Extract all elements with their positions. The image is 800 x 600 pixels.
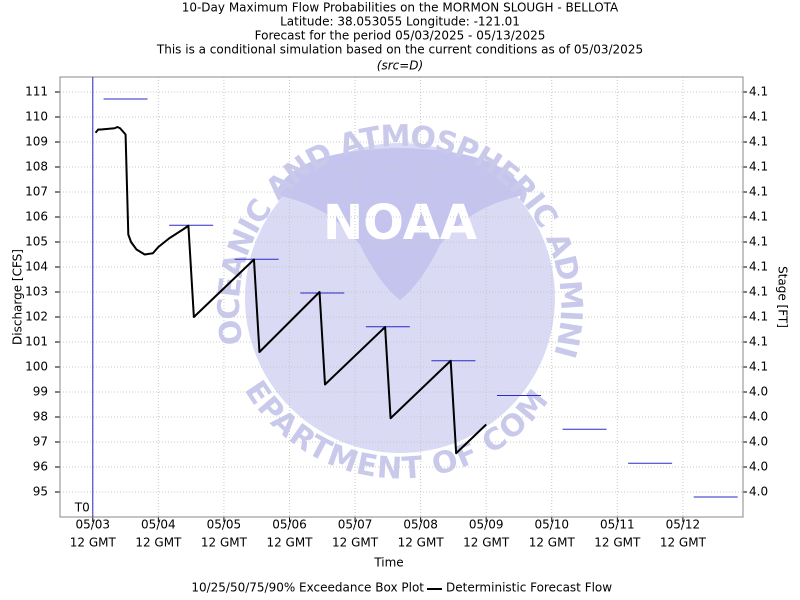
x-tick-label: 05/07 [338,518,373,532]
y-tick-label: 102 [25,310,48,324]
y-tick-label: 96 [33,460,48,474]
y-tick-label: 98 [33,410,48,424]
y-tick-label: 103 [25,285,48,299]
logo-bird [275,148,525,300]
y-axis-title: Discharge [CFS] [11,249,25,345]
y2-tick-label: 4.0 [749,385,768,399]
x-tick-label: 12 GMT [135,536,182,550]
plot-area [60,77,743,517]
x-tick-label: 12 GMT [332,536,379,550]
y-tick-label: 107 [25,185,48,199]
y2-tick-label: 4.0 [749,485,768,499]
y2-tick-label: 4.1 [749,185,768,199]
chart-subtitle: This is a conditional simulation based o… [156,43,643,57]
chart-subtitle: Latitude: 38.053055 Longitude: -121.01 [280,15,520,29]
y-tick-label: 101 [25,335,48,349]
y-tick-label: 104 [25,260,48,274]
y-tick-label: 108 [25,160,48,174]
x-tick-label: 12 GMT [529,536,576,550]
y-tick-label: 99 [33,385,48,399]
y2-axis-title: Stage [FT] [776,266,790,328]
x-tick-label: 05/03 [75,518,110,532]
x-axis-title: Time [373,556,403,570]
y2-tick-label: 4.0 [749,435,768,449]
y2-tick-label: 4.1 [749,160,768,174]
y-tick-label: 111 [25,85,48,99]
y2-tick-label: 4.1 [749,360,768,374]
watermark: NOAA NATIONAL OCEANIC AND ATMOSPHERIC AD… [60,77,589,486]
x-tick-label: 12 GMT [398,536,445,550]
y2-tick-label: 4.0 [749,410,768,424]
y2-tick-label: 4.1 [749,210,768,224]
x-tick-label: 12 GMT [463,536,510,550]
y-tick-label: 109 [25,135,48,149]
y-tick-label: 110 [25,110,48,124]
x-tick-label: 05/04 [141,518,176,532]
forecast-line [94,126,487,455]
plot-frame [59,76,744,518]
x-tick-label: 05/11 [600,518,635,532]
x-tick-label: 12 GMT [660,536,707,550]
y2-tick-label: 4.0 [749,460,768,474]
y2-tick-label: 4.1 [749,135,768,149]
y-tick-label: 100 [25,360,48,374]
chart-title: 10-Day Maximum Flow Probabilities on the… [182,1,619,15]
legend-label: 10/25/50/75/90% Exceedance Box Plot [191,581,424,595]
legend-label: Deterministic Forecast Flow [446,581,612,595]
y2-tick-label: 4.1 [749,110,768,124]
x-tick-label: 12 GMT [594,536,641,550]
chart-subtitle: Forecast for the period 05/03/2025 - 05/… [255,29,546,43]
y2-tick-label: 4.1 [749,310,768,324]
y-tick-label: 95 [33,485,48,499]
t0-label: T0 [74,501,90,515]
x-tick-label: 05/06 [272,518,307,532]
y-tick-label: 97 [33,435,48,449]
x-tick-label: 12 GMT [201,536,248,550]
x-tick-label: 05/05 [207,518,242,532]
y-tick-label: 105 [25,235,48,249]
y2-tick-label: 4.1 [749,260,768,274]
x-tick-label: 05/09 [469,518,504,532]
x-tick-label: 12 GMT [70,536,117,550]
x-tick-label: 05/08 [403,518,438,532]
y2-tick-label: 4.1 [749,235,768,249]
x-tick-label: 05/10 [534,518,569,532]
y2-tick-label: 4.1 [749,335,768,349]
y2-tick-label: 4.1 [749,85,768,99]
source-note: (src=D) [377,59,423,73]
y-tick-label: 106 [25,210,48,224]
x-tick-label: 05/12 [666,518,701,532]
logo-text: NOAA [323,195,477,251]
y2-tick-label: 4.1 [749,285,768,299]
x-tick-label: 12 GMT [266,536,313,550]
